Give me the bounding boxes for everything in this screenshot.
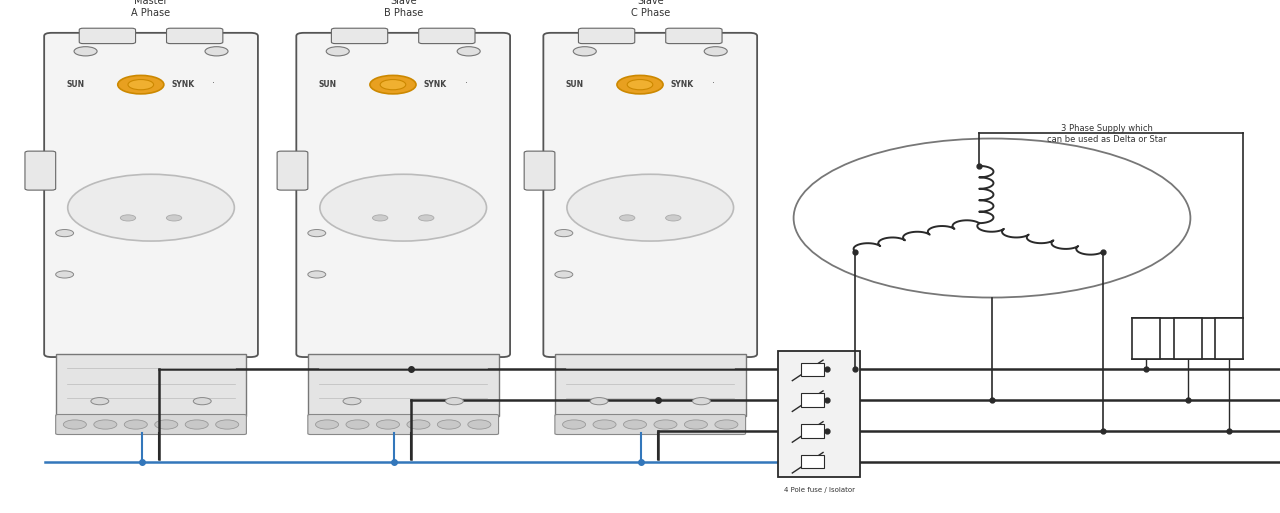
Circle shape: [468, 420, 492, 429]
FancyBboxPatch shape: [778, 351, 860, 477]
Bar: [801, 455, 824, 468]
Circle shape: [567, 174, 733, 241]
Circle shape: [118, 75, 164, 94]
Bar: [801, 363, 824, 376]
Circle shape: [620, 215, 635, 221]
Text: SYNK: SYNK: [671, 80, 694, 89]
Circle shape: [623, 420, 646, 429]
Circle shape: [128, 80, 154, 90]
Circle shape: [308, 271, 325, 278]
Circle shape: [186, 420, 209, 429]
Circle shape: [320, 174, 486, 241]
Circle shape: [419, 215, 434, 221]
Circle shape: [93, 420, 116, 429]
FancyBboxPatch shape: [56, 354, 246, 416]
Circle shape: [56, 271, 73, 278]
Text: SYNK: SYNK: [424, 80, 447, 89]
Circle shape: [692, 398, 710, 405]
FancyBboxPatch shape: [24, 151, 56, 190]
Circle shape: [308, 229, 325, 236]
FancyBboxPatch shape: [419, 28, 475, 44]
Text: SUN: SUN: [319, 80, 337, 89]
Circle shape: [590, 398, 608, 405]
Circle shape: [556, 271, 573, 278]
Circle shape: [155, 420, 178, 429]
Text: SUN: SUN: [67, 80, 84, 89]
Text: ·: ·: [712, 78, 714, 88]
Circle shape: [346, 420, 369, 429]
Text: Master
A Phase: Master A Phase: [132, 0, 170, 18]
Circle shape: [627, 80, 653, 90]
Text: Slave
C Phase: Slave C Phase: [631, 0, 669, 18]
Bar: [1174, 318, 1202, 359]
Circle shape: [120, 215, 136, 221]
Circle shape: [617, 75, 663, 94]
Circle shape: [563, 420, 586, 429]
Circle shape: [445, 398, 463, 405]
Circle shape: [704, 47, 727, 56]
Circle shape: [193, 398, 211, 405]
Circle shape: [91, 398, 109, 405]
FancyBboxPatch shape: [556, 354, 745, 416]
Circle shape: [573, 47, 596, 56]
Text: ·: ·: [212, 78, 215, 88]
FancyBboxPatch shape: [166, 28, 223, 44]
Circle shape: [56, 229, 73, 236]
Circle shape: [666, 215, 681, 221]
FancyBboxPatch shape: [278, 151, 307, 190]
Text: Slave
B Phase: Slave B Phase: [384, 0, 422, 18]
Circle shape: [316, 420, 338, 429]
Circle shape: [64, 420, 86, 429]
FancyBboxPatch shape: [544, 33, 758, 357]
Circle shape: [343, 398, 361, 405]
Circle shape: [215, 420, 239, 429]
FancyBboxPatch shape: [666, 28, 722, 44]
Text: ·: ·: [465, 78, 467, 88]
FancyBboxPatch shape: [297, 33, 509, 357]
FancyBboxPatch shape: [307, 354, 498, 416]
Circle shape: [407, 420, 430, 429]
Text: SUN: SUN: [566, 80, 584, 89]
Circle shape: [593, 420, 616, 429]
Bar: [801, 424, 824, 438]
Circle shape: [380, 80, 406, 90]
Bar: [801, 393, 824, 407]
Circle shape: [124, 420, 147, 429]
Circle shape: [74, 47, 97, 56]
FancyBboxPatch shape: [44, 33, 259, 357]
FancyBboxPatch shape: [525, 151, 556, 190]
FancyBboxPatch shape: [307, 415, 498, 435]
Circle shape: [370, 75, 416, 94]
Circle shape: [714, 420, 737, 429]
Circle shape: [68, 174, 234, 241]
Bar: [1132, 318, 1160, 359]
Circle shape: [685, 420, 708, 429]
Circle shape: [205, 47, 228, 56]
Circle shape: [376, 420, 399, 429]
Circle shape: [556, 229, 573, 236]
Bar: [1215, 318, 1243, 359]
FancyBboxPatch shape: [55, 415, 246, 435]
FancyBboxPatch shape: [556, 415, 745, 435]
Circle shape: [166, 215, 182, 221]
Circle shape: [457, 47, 480, 56]
FancyBboxPatch shape: [579, 28, 635, 44]
Circle shape: [438, 420, 461, 429]
Circle shape: [794, 139, 1190, 298]
Text: 3 Phase Supply which
can be used as Delta or Star: 3 Phase Supply which can be used as Delt…: [1047, 124, 1167, 144]
Text: 4 Pole fuse / Isolator: 4 Pole fuse / Isolator: [783, 487, 855, 494]
FancyBboxPatch shape: [79, 28, 136, 44]
FancyBboxPatch shape: [332, 28, 388, 44]
Circle shape: [326, 47, 349, 56]
Circle shape: [654, 420, 677, 429]
Text: SYNK: SYNK: [172, 80, 195, 89]
Circle shape: [372, 215, 388, 221]
